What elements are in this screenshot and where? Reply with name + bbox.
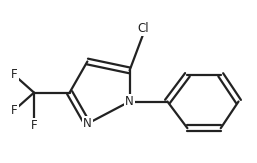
Text: F: F (11, 68, 17, 81)
Text: N: N (125, 95, 134, 108)
Text: N: N (83, 117, 92, 130)
Text: F: F (31, 119, 37, 133)
Text: F: F (11, 104, 17, 117)
Text: Cl: Cl (137, 22, 149, 35)
